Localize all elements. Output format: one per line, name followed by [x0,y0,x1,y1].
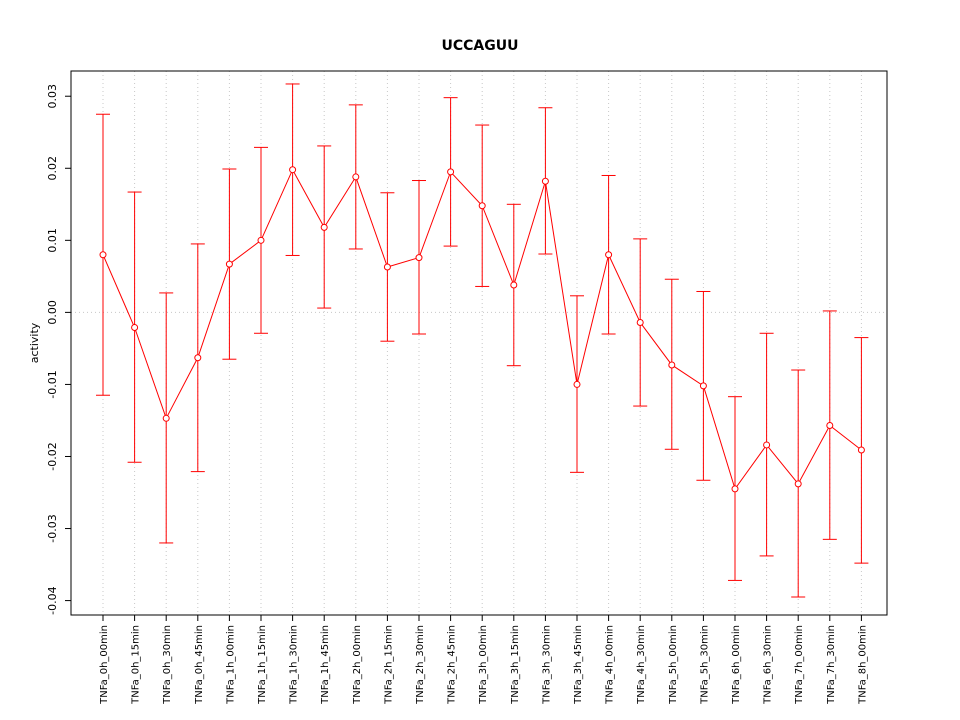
data-point [510,281,518,289]
data-point [826,422,834,430]
x-tick-label: TNFa_0h_15min [131,625,142,705]
data-point [162,414,170,422]
x-tick-label: TNFa_5h_30min [699,625,710,705]
data-point [99,251,107,259]
x-tick-label: TNFa_1h_00min [225,625,236,705]
x-tick-label: TNFa_0h_30min [162,625,173,705]
data-point [383,263,391,271]
x-tick-label: TNFa_6h_30min [763,625,774,705]
x-tick-label: TNFa_1h_30min [289,625,300,705]
data-point [857,446,865,454]
x-tick-label: TNFa_2h_30min [415,625,426,705]
data-point [415,254,423,262]
y-tick-label: 0.00 [46,300,59,325]
data-point [668,361,676,369]
data-point [289,166,297,174]
x-tick-label: TNFa_4h_30min [636,625,647,705]
x-tick-label: TNFa_0h_00min [99,625,110,705]
x-tick-label: TNFa_7h_00min [794,625,805,705]
x-tick-label: TNFa_1h_45min [320,625,331,705]
x-tick-label: TNFa_3h_30min [541,625,552,705]
chart-title: UCCAGUU [442,38,519,54]
x-axis: TNFa_0h_00min TNFa_0h_15min TNFa_0h_30min T… [99,615,868,705]
x-tick-label: TNFa_5h_00min [668,625,679,705]
data-point [447,168,455,176]
y-tick-label: -0.01 [46,370,59,398]
data-points [99,166,865,493]
data-point [541,177,549,185]
x-tick-label: TNFa_2h_15min [383,625,394,705]
y-tick-label: -0.04 [46,586,59,614]
y-tick-label: 0.01 [46,228,59,253]
x-tick-label: TNFa_8h_00min [857,625,868,705]
error-bars [96,83,869,598]
y-axis-label: activity [28,322,41,363]
grid-lines [71,71,887,615]
y-axis: -0.04 -0.03 -0.02 -0.01 0.00 0.01 0.02 0.03 [46,84,71,615]
plot-frame [70,70,888,616]
x-tick-label: TNFa_6h_00min [731,625,742,705]
y-tick-label: -0.03 [46,514,59,542]
x-tick-label: TNFa_3h_15min [510,625,521,705]
x-tick-label: TNFa_7h_30min [826,625,837,705]
x-tick-label: TNFa_0h_45min [194,625,205,705]
data-point [478,202,486,210]
data-point [573,380,581,388]
x-tick-label: TNFa_1h_15min [257,625,268,705]
x-tick-label: TNFa_4h_00min [605,625,616,705]
data-point [257,236,265,244]
y-tick-label: 0.03 [46,84,59,109]
data-point [699,382,707,390]
x-tick-label: TNFa_3h_45min [573,625,584,705]
data-point [731,485,739,493]
data-point [320,223,328,231]
x-tick-label: TNFa_2h_45min [447,625,458,705]
data-point [194,354,202,362]
x-tick-label: TNFa_3h_00min [478,625,489,705]
data-point [636,318,644,326]
data-point [605,251,613,259]
data-point [352,173,360,181]
x-tick-label: TNFa_2h_00min [352,625,363,705]
data-point [131,324,139,332]
data-point [225,260,233,268]
data-point [763,441,771,449]
data-point [794,480,802,488]
y-tick-label: -0.02 [46,442,59,470]
y-tick-label: 0.02 [46,156,59,181]
